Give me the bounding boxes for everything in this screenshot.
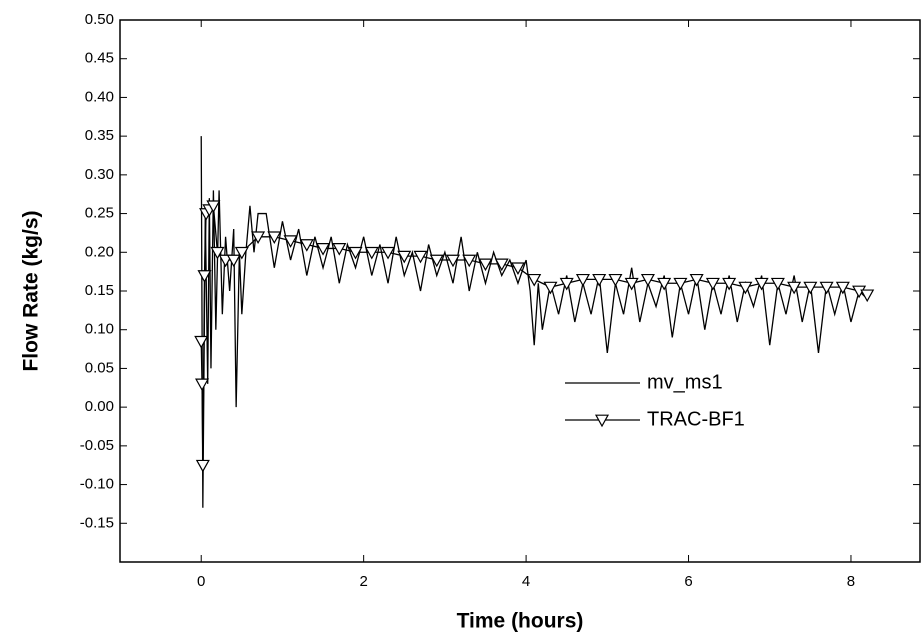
x-tick-label: 0 [197, 573, 205, 590]
marker [860, 289, 875, 303]
marker [478, 258, 493, 272]
y-tick-label: 0.30 [85, 166, 114, 183]
marker [397, 250, 412, 264]
marker [819, 281, 834, 295]
y-tick-label: 0.15 [85, 282, 114, 299]
plot-frame [119, 19, 921, 563]
marker [527, 273, 542, 287]
marker [673, 277, 688, 291]
marker [332, 243, 347, 256]
marker [348, 246, 363, 260]
legend-marker [594, 414, 610, 428]
x-tick-label: 4 [522, 573, 530, 590]
legend-label: TRAC-BF1 [647, 408, 745, 430]
y-tick-label: 0.00 [85, 398, 114, 415]
marker [787, 281, 802, 295]
marker [251, 231, 266, 245]
marker [803, 281, 818, 295]
y-tick-label: 0.20 [85, 243, 114, 260]
marker [197, 270, 212, 283]
legend-label: mv_ms1 [647, 371, 723, 393]
marker [299, 239, 314, 252]
y-tick-label: 0.40 [85, 88, 114, 105]
marker [226, 254, 241, 268]
marker [195, 378, 210, 392]
x-tick-label: 6 [684, 573, 692, 590]
marker [835, 281, 850, 295]
y-tick-label: -0.10 [80, 476, 114, 493]
marker [316, 243, 331, 256]
marker [429, 254, 444, 268]
marker [364, 246, 379, 260]
marker [592, 273, 607, 287]
marker [283, 235, 298, 248]
y-tick-label: 0.05 [85, 359, 114, 376]
marker [657, 277, 672, 291]
marker [559, 277, 574, 291]
marker [722, 277, 737, 291]
marker [234, 246, 249, 260]
x-axis-label: Time (hours) [457, 610, 584, 633]
marker [462, 254, 477, 268]
marker [195, 459, 210, 473]
y-tick-label: 0.35 [85, 127, 114, 144]
y-tick-label: -0.05 [80, 437, 114, 454]
y-tick-label: 0.25 [85, 205, 114, 222]
marker [543, 281, 558, 295]
y-axis-label: Flow Rate (kg/s) [20, 210, 43, 371]
y-tick-label: 0.45 [85, 50, 114, 67]
y-tick-label: 0.50 [85, 11, 114, 28]
x-tick-label: 8 [847, 573, 855, 590]
marker [689, 273, 704, 287]
marker [575, 273, 590, 287]
marker [206, 200, 221, 214]
marker [194, 335, 209, 349]
x-tick-label: 2 [359, 573, 367, 590]
marker [494, 258, 509, 272]
marker [608, 273, 623, 287]
marker [770, 277, 785, 291]
y-tick-label: -0.15 [80, 514, 114, 531]
marker [705, 277, 720, 291]
marker [381, 246, 396, 260]
marker [738, 281, 753, 295]
marker [754, 277, 769, 291]
marker [510, 262, 525, 276]
y-tick-label: 0.10 [85, 321, 114, 338]
marker [640, 273, 655, 287]
marker [413, 250, 428, 264]
marker [267, 231, 282, 245]
marker [624, 277, 639, 291]
marker [445, 254, 461, 268]
marker [210, 246, 225, 260]
series-line [200, 136, 868, 508]
